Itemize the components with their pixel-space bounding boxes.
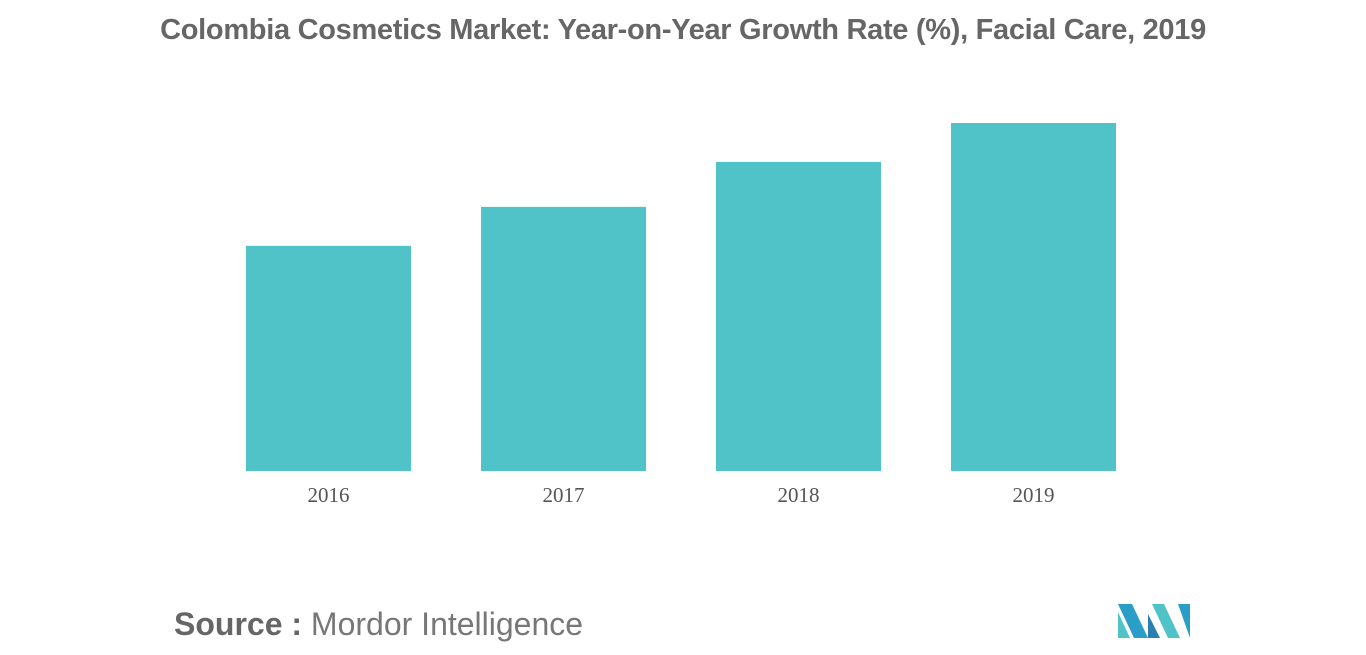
chart-title: Colombia Cosmetics Market: Year-on-Year … [160, 14, 1206, 46]
bar-2016 [246, 245, 411, 471]
x-tick-label: 2017 [543, 483, 585, 507]
source-note: Source : Mordor Intelligence [174, 606, 583, 643]
bar-2018 [716, 161, 881, 471]
x-tick-label: 2018 [778, 483, 820, 507]
bar-2019 [951, 123, 1116, 471]
bar-2017 [481, 206, 646, 472]
x-tick-label: 2019 [1013, 483, 1055, 507]
source-label: Source : [174, 606, 303, 642]
mordor-intelligence-logo [1118, 604, 1190, 638]
source-text: Mordor Intelligence [310, 606, 584, 642]
bar-chart: 2016 2017 2018 2019 [246, 123, 1116, 507]
x-tick-label: 2016 [308, 483, 350, 507]
